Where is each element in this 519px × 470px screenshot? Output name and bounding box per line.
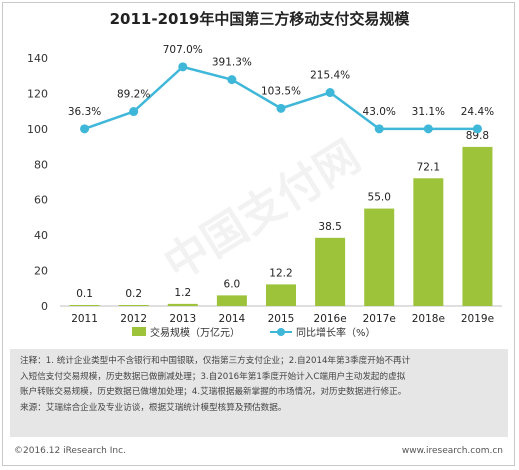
y-tick-label: 0 [41, 300, 48, 313]
growth-value-label: 215.4% [310, 70, 350, 82]
bar-value-label: 72.1 [417, 161, 440, 173]
bar-value-label: 89.8 [466, 130, 489, 142]
growth-point [178, 62, 188, 72]
bar [315, 237, 346, 306]
bar-value-label: 6.0 [224, 278, 241, 290]
notes-box: 注释：1. 统计企业类型中不含银行和中国银联，仅指第三方支付企业；2.自2014… [10, 349, 508, 437]
x-tick-label: 2015 [268, 313, 295, 325]
growth-value-label: 43.0% [363, 106, 396, 118]
legend: 交易规模（万亿元） 同比增长率（%） [0, 324, 519, 339]
website: www.iresearch.com.cn [401, 446, 503, 456]
growth-point [325, 88, 335, 98]
bar-value-label: 38.5 [318, 221, 341, 233]
bar [167, 303, 198, 306]
bar-value-label: 0.2 [125, 288, 142, 300]
y-tick-label: 20 [34, 265, 48, 278]
bar-value-label: 1.2 [174, 287, 191, 299]
bar-value-label: 0.1 [76, 288, 93, 300]
note-line-1: 注释：1. 统计企业类型中不含银行和中国银联，仅指第三方支付企业；2.自2014… [20, 356, 411, 366]
y-tick-label: 80 [34, 158, 48, 171]
growth-value-label: 31.1% [412, 106, 445, 118]
note-line-2: 入短信支付交易规模，历史数据已做删减处理；3.自2016年第1季度开始计入C端用… [20, 371, 406, 382]
note-line-4: 来源：艾瑞综合企业及专业访谈，根据艾瑞统计模型核算及预估数据。 [20, 402, 287, 413]
x-tick-label: 2012 [120, 313, 147, 325]
bar [364, 208, 395, 306]
bar [266, 284, 296, 306]
growth-point [472, 124, 482, 134]
bar [462, 146, 493, 306]
growth-value-label: 707.0% [163, 44, 203, 56]
growth-point [374, 124, 384, 134]
y-tick-label: 120 [27, 87, 48, 100]
y-tick-label: 100 [27, 123, 48, 136]
growth-value-label: 391.3% [212, 57, 252, 69]
legend-label-bar: 交易规模（万亿元） [150, 328, 240, 339]
bar [118, 305, 149, 306]
y-tick-label: 60 [34, 194, 48, 207]
growth-point [80, 124, 90, 134]
x-tick-label: 2013 [169, 313, 196, 325]
legend-swatch-bar [132, 327, 146, 336]
legend-swatch-line [270, 327, 292, 336]
legend-item-line: 同比增长率（%） [270, 324, 376, 339]
bar-value-label: 12.2 [269, 267, 292, 279]
bar-value-label: 55.0 [368, 192, 391, 204]
chart-title: 2011-2019年中国第三方移动支付交易规模 [109, 10, 410, 28]
x-tick-label: 2019e [461, 313, 494, 325]
growth-value-label: 103.5% [261, 85, 301, 97]
legend-label-line: 同比增长率（%） [296, 328, 376, 339]
x-tick-label: 2016e [314, 313, 347, 325]
note-line-3: 账户转账交易规模，历史数据已做增加处理；4.艾瑞根据最新掌握的市场情况，对历史数… [20, 387, 407, 397]
x-tick-label: 2011 [71, 313, 98, 325]
y-tick-label: 140 [27, 52, 48, 65]
x-tick-label: 2014 [219, 313, 246, 325]
legend-item-bar: 交易规模（万亿元） [132, 324, 240, 339]
bar [413, 178, 444, 306]
growth-value-label: 36.3% [68, 106, 101, 118]
growth-value-label: 24.4% [461, 106, 494, 118]
x-tick-label: 2018e [412, 313, 445, 325]
growth-point [227, 75, 237, 85]
copyright: ©2016.12 iResearch Inc. [14, 446, 126, 456]
growth-point [129, 107, 139, 117]
y-tick-label: 40 [34, 229, 48, 242]
chart-svg: 0 20 40 60 80 100 120 140 0.1 0.2 1.2 6.0 12.2 38.5 55… [27, 44, 502, 325]
bar [216, 295, 247, 306]
growth-point [423, 124, 433, 134]
x-tick-label: 2017e [363, 313, 396, 325]
growth-value-label: 89.2% [117, 89, 150, 101]
bar [69, 305, 100, 306]
growth-point [276, 103, 286, 113]
